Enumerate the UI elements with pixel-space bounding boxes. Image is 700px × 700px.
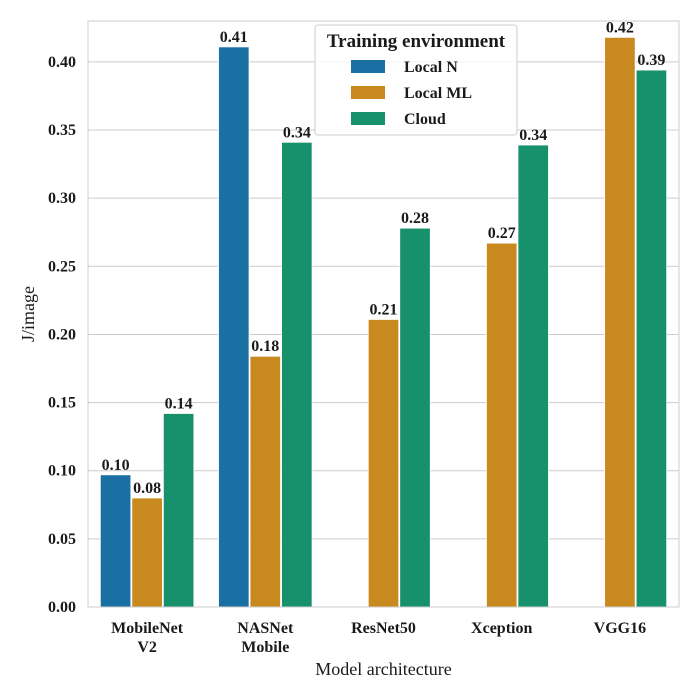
data-label: 0.28 — [401, 210, 429, 227]
x-tick-label: Mobile — [241, 639, 289, 656]
bar — [249, 355, 281, 608]
bar — [218, 46, 250, 608]
data-label: 0.18 — [251, 338, 279, 355]
data-label: 0.34 — [283, 124, 311, 141]
bar — [162, 413, 195, 608]
y-tick-label: 0.20 — [48, 326, 76, 343]
y-tick-label: 0.25 — [48, 258, 76, 275]
legend-title: Training environment — [327, 31, 506, 52]
x-tick-label: VGG16 — [594, 620, 646, 637]
y-tick-label: 0.35 — [48, 122, 76, 139]
plot-frame — [87, 20, 680, 608]
data-label: 0.27 — [488, 225, 516, 242]
bar — [635, 69, 668, 608]
y-tick-label: 0.30 — [48, 190, 76, 207]
legend-entry-label: Local ML — [404, 85, 472, 102]
x-tick-label: V2 — [137, 639, 157, 656]
value-labels: 0.100.08 0.14 0.41 0.18 0.34 0.21 0.28 0.27 0.34… — [102, 19, 666, 497]
y-axis-label: J/image — [18, 286, 38, 342]
x-tick-label: Xception — [471, 620, 532, 637]
bar — [486, 242, 518, 608]
x-tick-label: MobileNet — [111, 620, 184, 637]
y-tick-label: 0.40 — [48, 54, 76, 71]
data-label: 0.39 — [637, 52, 665, 69]
data-label: 0.14 — [165, 395, 193, 412]
y-tick-label: 0.05 — [48, 531, 76, 548]
x-axis-label: Model architecture — [315, 659, 451, 679]
x-axis-ticks: MobileNet V2 NASNet Mobile ResNet50 Xception V… — [111, 620, 646, 656]
y-axis-ticks: 0.00 0.05 0.10 0.15 0.20 0.25 0.30 0.35 0.40 — [48, 54, 76, 616]
data-label: 0.42 — [606, 19, 634, 36]
legend-box — [314, 24, 518, 136]
data-label: 0.21 — [370, 301, 398, 318]
bar — [604, 36, 636, 608]
legend-swatch — [351, 60, 385, 73]
legend: Training environment Local N Local ML Clou… — [314, 24, 518, 136]
legend-swatch — [351, 112, 385, 125]
legend-swatch — [351, 86, 385, 99]
bars — [99, 36, 668, 608]
data-label: 0.08 — [133, 480, 161, 497]
legend-entry-label: Cloud — [404, 111, 446, 128]
x-tick-label: ResNet50 — [351, 620, 416, 637]
x-tick-label: NASNet — [237, 620, 294, 637]
y-tick-label: 0.00 — [48, 599, 76, 616]
legend-entry-label: Local N — [404, 59, 458, 76]
bar — [517, 144, 549, 608]
y-tick-label: 0.10 — [48, 463, 76, 480]
bar — [131, 497, 163, 608]
bar — [399, 227, 431, 608]
bar — [281, 141, 313, 608]
bar — [99, 474, 132, 608]
data-label: 0.10 — [102, 457, 130, 474]
bar — [367, 319, 400, 608]
y-tick-label: 0.15 — [48, 395, 76, 412]
data-label: 0.41 — [220, 29, 248, 46]
data-label: 0.34 — [519, 127, 547, 144]
legend-items: Local N Local ML Cloud — [351, 59, 472, 128]
